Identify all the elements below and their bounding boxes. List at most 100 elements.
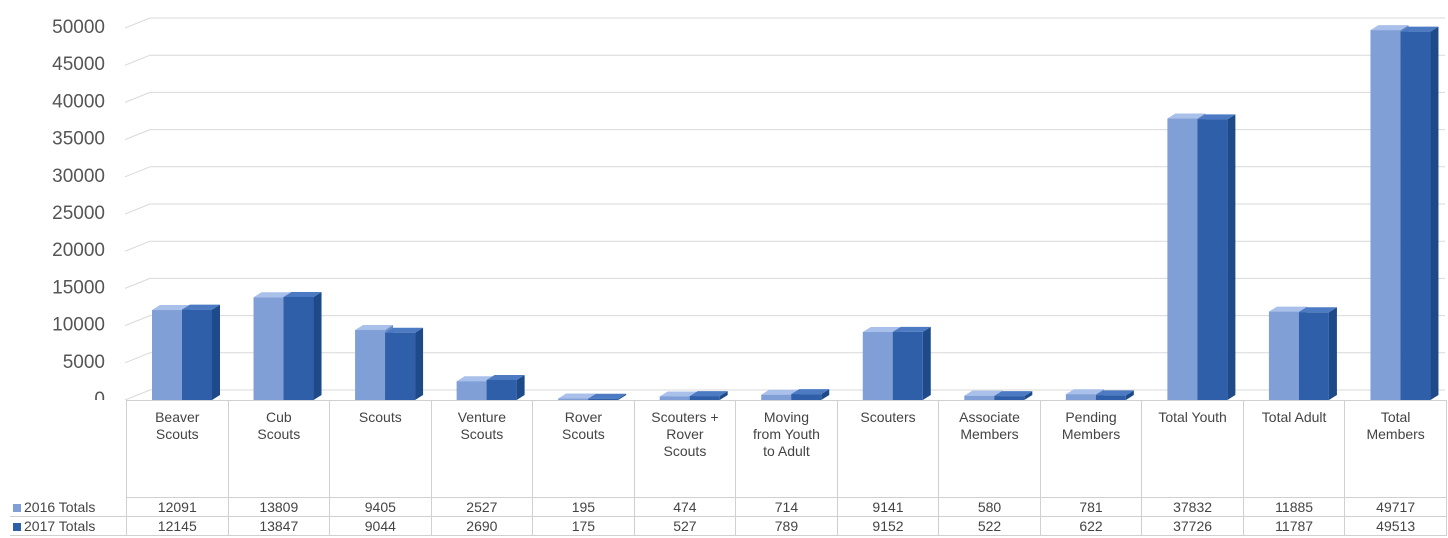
bar-top: [1268, 306, 1307, 312]
x-tick-label: Scouters + Rover Scouts: [651, 409, 719, 459]
bar: [152, 310, 182, 400]
x-tick-label: Pending Members: [1061, 409, 1121, 442]
value-cell: 9044: [329, 516, 432, 536]
bar: [385, 332, 416, 400]
value-cell: 11885: [1242, 497, 1346, 517]
bar-side: [1328, 307, 1337, 400]
category-label: Pending Members: [1039, 400, 1143, 498]
y-tick-label: 30000: [52, 166, 105, 187]
bar-top: [659, 391, 698, 397]
y-tick-label: 15000: [52, 277, 105, 298]
value-cell: 9141: [836, 497, 940, 517]
value-cell: 13847: [227, 516, 331, 536]
category-label: Moving from Youth to Adult: [735, 400, 838, 498]
legend-label: 2016 Totals: [24, 499, 96, 515]
value-cell: 527: [633, 516, 737, 536]
bar: [253, 297, 284, 400]
bar-top: [182, 304, 220, 310]
bar-top: [761, 389, 800, 395]
value-cell: 781: [1039, 497, 1143, 517]
bar-top: [486, 374, 525, 380]
x-tick-label: Total Members: [1366, 409, 1425, 442]
bar-top: [791, 389, 830, 395]
category-label: Total Youth: [1141, 400, 1244, 498]
bar: [1065, 394, 1096, 400]
value-cell: 9405: [329, 497, 432, 517]
value-cell: 474: [633, 497, 737, 517]
legend-entry: 2017 Totals: [10, 516, 127, 536]
legend-entry: 2016 Totals: [10, 497, 127, 517]
legend-label: 2017 Totals: [24, 518, 96, 534]
bar: [1197, 119, 1228, 400]
bar-side: [922, 326, 931, 400]
y-tick-label: 20000: [52, 240, 105, 261]
bar-top: [1197, 114, 1236, 120]
plot: 0 5000 10000 15000 20000 25000 30000 35000 40000…: [52, 17, 1445, 400]
category-label: Scouts: [329, 400, 432, 498]
grid-line-side: [124, 389, 151, 400]
bar: [659, 396, 690, 400]
bar-top: [1400, 26, 1439, 32]
bar-top: [1065, 389, 1104, 395]
bar-side: [618, 393, 627, 400]
y-tick-label: 35000: [52, 129, 105, 150]
value-cell: 175: [532, 516, 635, 536]
bar: [456, 381, 487, 400]
value-cell: 12145: [126, 516, 229, 536]
category-label: Venture Scouts: [430, 400, 534, 498]
legend-swatch: [13, 504, 21, 512]
bar-top: [964, 390, 1003, 396]
x-tick-label: Moving from Youth to Adult: [752, 409, 820, 459]
bar: [1298, 312, 1329, 400]
value-cell: 2690: [430, 516, 534, 536]
bar-top: [862, 326, 901, 332]
bar-side: [415, 327, 424, 400]
x-tick-label: Scouters: [860, 409, 916, 425]
grid-line-side: [124, 54, 151, 66]
category-label: Associate Members: [938, 400, 1041, 498]
grid-line-side: [124, 166, 151, 178]
bar-top: [385, 327, 424, 333]
bar-side: [212, 304, 220, 400]
value-cell: 522: [938, 516, 1041, 536]
bar-top: [588, 393, 627, 399]
value-cell: 714: [735, 497, 838, 517]
grid-line-side: [124, 277, 151, 289]
x-tick-label: Associate Members: [959, 409, 1020, 442]
bar: [1370, 30, 1401, 400]
bar-top: [152, 305, 190, 311]
bar: [994, 396, 1025, 400]
y-tick-label: 40000: [52, 91, 105, 112]
bar: [182, 309, 212, 400]
value-cell: 2527: [430, 497, 534, 517]
bar-side: [821, 389, 830, 400]
category-label: Scouters + Rover Scouts: [633, 400, 737, 498]
bar: [355, 330, 386, 400]
bar: [283, 296, 314, 400]
value-cell: 12091: [126, 497, 229, 517]
x-tick-label: Total Youth: [1158, 409, 1227, 425]
data-table: Beaver Scouts Cub Scouts Scouts Venture Sco…: [10, 400, 1447, 536]
bar-top: [1298, 307, 1337, 313]
bar: [1167, 118, 1198, 400]
bar: [862, 331, 893, 400]
value-cell: 49513: [1344, 516, 1447, 536]
bar: [558, 398, 589, 400]
bar: [892, 331, 923, 400]
value-cell: 195: [532, 497, 635, 517]
bar-top: [558, 393, 597, 399]
x-tick-label: Rover Scouts: [561, 409, 605, 442]
category-label: Cub Scouts: [227, 400, 331, 498]
value-cell: 789: [735, 516, 838, 536]
value-cell: 37832: [1141, 497, 1244, 517]
bar: [486, 379, 517, 400]
bar-side: [719, 391, 728, 400]
y-tick-label: 50000: [52, 17, 105, 38]
y-tick-label: 45000: [52, 54, 105, 75]
y-tick-label: 25000: [52, 203, 105, 224]
grid-line-side: [124, 240, 151, 252]
category-label: Scouters: [836, 400, 940, 498]
x-tick-label: Cub Scouts: [257, 409, 301, 442]
y-tick-label: 0: [94, 389, 105, 400]
